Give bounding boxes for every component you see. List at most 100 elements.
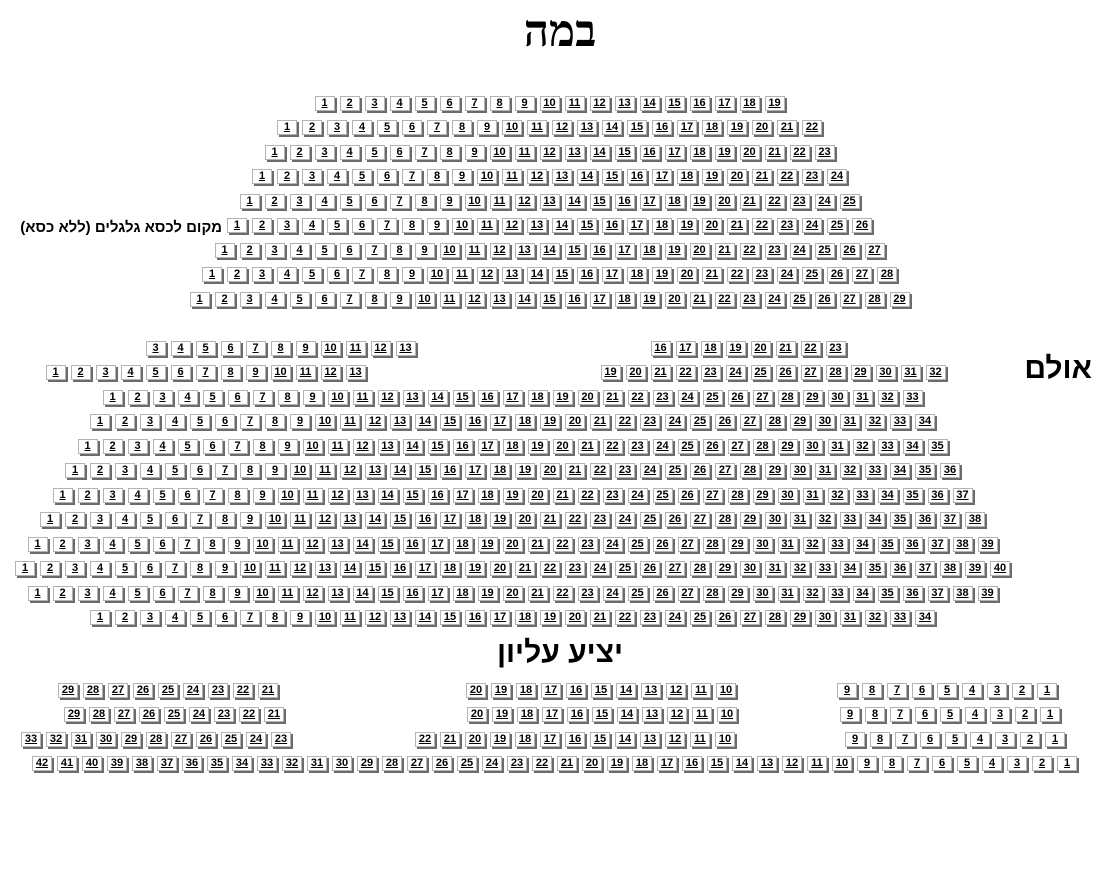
- seat[interactable]: 20: [750, 340, 771, 356]
- seat[interactable]: 14: [427, 389, 448, 405]
- seat[interactable]: 8: [882, 756, 902, 772]
- seat[interactable]: 14: [352, 585, 373, 601]
- seat[interactable]: 7: [887, 682, 907, 698]
- seat[interactable]: 31: [307, 756, 327, 772]
- seat[interactable]: 1: [239, 193, 260, 209]
- seat[interactable]: 21: [552, 487, 573, 503]
- seat[interactable]: 18: [440, 561, 460, 577]
- seat[interactable]: 23: [739, 291, 760, 307]
- seat[interactable]: 34: [915, 414, 935, 430]
- seat[interactable]: 14: [639, 95, 660, 111]
- seat[interactable]: 19: [540, 414, 560, 430]
- seat[interactable]: 6: [920, 731, 940, 747]
- seat[interactable]: 18: [452, 585, 473, 601]
- seat[interactable]: 27: [171, 731, 191, 747]
- seat[interactable]: 6: [152, 585, 173, 601]
- seat[interactable]: 17: [657, 756, 677, 772]
- seat[interactable]: 11: [527, 120, 547, 136]
- seat[interactable]: 8: [252, 438, 273, 454]
- seat[interactable]: 3: [102, 487, 123, 503]
- seat[interactable]: 14: [539, 242, 560, 258]
- seat[interactable]: 12: [539, 144, 560, 160]
- seat[interactable]: 2: [52, 585, 73, 601]
- seat[interactable]: 10: [414, 291, 435, 307]
- seat[interactable]: 26: [665, 512, 685, 528]
- seat[interactable]: 9: [840, 707, 860, 723]
- seat[interactable]: 33: [902, 389, 923, 405]
- seat[interactable]: 5: [177, 438, 198, 454]
- seat[interactable]: 12: [782, 756, 802, 772]
- seat[interactable]: 20: [677, 267, 697, 283]
- seat[interactable]: 4: [970, 731, 990, 747]
- seat[interactable]: 4: [314, 193, 335, 209]
- seat[interactable]: 6: [377, 169, 397, 185]
- seat[interactable]: 17: [415, 561, 435, 577]
- seat[interactable]: 33: [865, 463, 885, 479]
- seat[interactable]: 27: [740, 610, 760, 626]
- seat[interactable]: 12: [477, 267, 497, 283]
- seat[interactable]: 9: [427, 218, 447, 234]
- seat[interactable]: 1: [90, 414, 110, 430]
- seat[interactable]: 1: [214, 242, 235, 258]
- seat[interactable]: 28: [702, 585, 723, 601]
- seat[interactable]: 27: [752, 389, 773, 405]
- seat[interactable]: 23: [640, 610, 660, 626]
- seat[interactable]: 7: [215, 463, 235, 479]
- seat[interactable]: 4: [152, 438, 173, 454]
- seat[interactable]: 19: [515, 463, 535, 479]
- seat[interactable]: 21: [540, 512, 560, 528]
- seat[interactable]: 23: [640, 414, 660, 430]
- seat[interactable]: 39: [107, 756, 127, 772]
- seat[interactable]: 3: [127, 438, 148, 454]
- seat[interactable]: 18: [465, 512, 485, 528]
- seat[interactable]: 2: [264, 193, 285, 209]
- seat[interactable]: 18: [627, 267, 647, 283]
- seat[interactable]: 26: [814, 291, 835, 307]
- seat[interactable]: 18: [516, 682, 536, 698]
- seat[interactable]: 32: [865, 414, 885, 430]
- seat[interactable]: 7: [190, 512, 210, 528]
- seat[interactable]: 16: [440, 463, 460, 479]
- seat[interactable]: 30: [752, 536, 773, 552]
- seat[interactable]: 13: [757, 756, 777, 772]
- seat[interactable]: 4: [127, 487, 148, 503]
- seat[interactable]: 1: [277, 120, 297, 136]
- seat[interactable]: 13: [640, 731, 660, 747]
- seat[interactable]: 21: [650, 365, 671, 381]
- seat[interactable]: 29: [357, 756, 377, 772]
- seat[interactable]: 12: [327, 487, 348, 503]
- seat[interactable]: 27: [800, 365, 821, 381]
- seat[interactable]: 32: [802, 585, 823, 601]
- seat[interactable]: 13: [365, 463, 385, 479]
- seat[interactable]: 5: [127, 536, 148, 552]
- seat[interactable]: 37: [927, 585, 948, 601]
- seat[interactable]: 11: [340, 414, 360, 430]
- seat[interactable]: 28: [715, 512, 735, 528]
- seat[interactable]: 37: [927, 536, 948, 552]
- seat[interactable]: 2: [1032, 756, 1052, 772]
- seat[interactable]: 24: [814, 193, 835, 209]
- seat[interactable]: 3: [264, 242, 285, 258]
- seat[interactable]: 38: [952, 536, 973, 552]
- seat[interactable]: 10: [315, 610, 335, 626]
- seat[interactable]: 24: [802, 218, 822, 234]
- seat[interactable]: 5: [165, 463, 185, 479]
- seat[interactable]: 15: [377, 585, 398, 601]
- seat[interactable]: 8: [389, 242, 410, 258]
- seat[interactable]: 10: [716, 682, 736, 698]
- seat[interactable]: 18: [515, 414, 535, 430]
- seat[interactable]: 39: [977, 585, 998, 601]
- seat[interactable]: 14: [552, 218, 572, 234]
- seat[interactable]: 23: [214, 707, 234, 723]
- seat[interactable]: 2: [1015, 707, 1035, 723]
- seat[interactable]: 30: [777, 487, 798, 503]
- seat[interactable]: 8: [870, 731, 890, 747]
- seat[interactable]: 8: [377, 267, 397, 283]
- seat[interactable]: 8: [202, 536, 223, 552]
- seat[interactable]: 13: [641, 682, 661, 698]
- seat[interactable]: 10: [439, 242, 460, 258]
- seat[interactable]: 14: [564, 193, 585, 209]
- seat[interactable]: 31: [840, 610, 860, 626]
- seat[interactable]: 5: [352, 169, 372, 185]
- seat[interactable]: 14: [577, 169, 597, 185]
